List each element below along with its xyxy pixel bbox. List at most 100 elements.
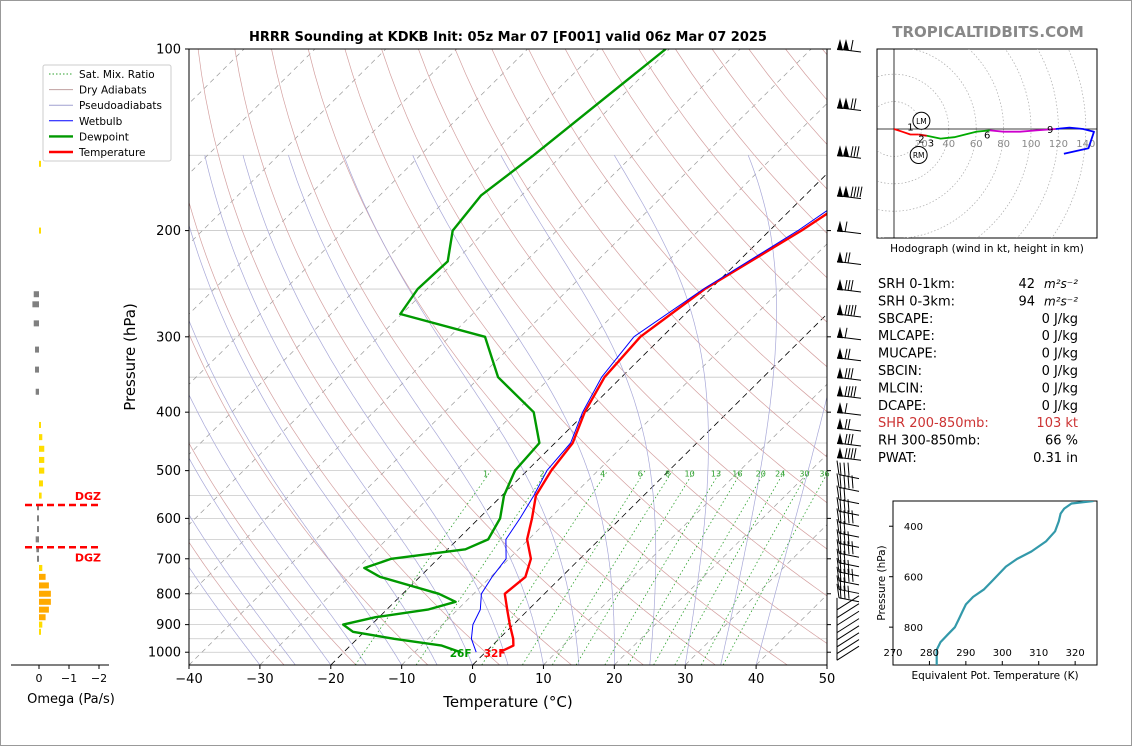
omega-bar xyxy=(39,160,41,167)
barb-feather xyxy=(859,186,863,198)
barb-flag xyxy=(843,185,849,198)
barb-feather xyxy=(850,448,854,459)
mixing-ratio-line xyxy=(674,470,786,665)
stat-value: 0 J/kg xyxy=(1042,329,1078,344)
sounding-stats: SRH 0-1km: 42 m²s⁻² SRH 0-3km: 94 m²s⁻² SBCAPE… xyxy=(878,277,1078,466)
stat-value: 0.31 in xyxy=(1033,451,1078,466)
barb-feather xyxy=(839,577,842,591)
mixing-ratio-label: 2 xyxy=(539,469,544,478)
omega-bar xyxy=(39,434,43,441)
storm-motion-label: LM xyxy=(916,117,927,126)
omega-tick-label: 0 xyxy=(36,672,43,685)
theta-e-x-axis-label: Equivalent Pot. Temperature (K) xyxy=(911,670,1078,682)
barb-feather xyxy=(850,279,854,291)
barb-feather xyxy=(847,386,851,397)
mixing-ratio-labels: 1 2 4 6 8 10 13 16 20 24 30 36 xyxy=(483,469,830,478)
mixing-ratio-line xyxy=(653,470,766,665)
theta-e-x-tick-label: 310 xyxy=(1029,648,1048,659)
barb-shaft xyxy=(838,580,860,586)
barb-feather xyxy=(851,568,854,582)
hodograph-trace xyxy=(926,129,990,140)
dry-adiabat xyxy=(564,49,827,368)
omega-bar xyxy=(39,590,51,597)
mixing-ratio-line xyxy=(722,473,827,665)
stat-value: 0 J/kg xyxy=(1042,364,1078,379)
barb-feather xyxy=(847,448,851,459)
skewt-x-axis-label: Temperature (°C) xyxy=(442,693,572,711)
barb-feather xyxy=(839,475,842,489)
theta-e-y-tick-label: 800 xyxy=(904,623,923,634)
profile-wetbulb xyxy=(470,209,827,653)
barb-shaft xyxy=(836,519,840,534)
wind-barb xyxy=(836,433,862,447)
omega-bar xyxy=(39,467,45,474)
barb-shaft xyxy=(836,603,860,619)
legend-box xyxy=(42,64,172,162)
wind-barb xyxy=(836,97,862,111)
barb-shaft xyxy=(836,485,840,500)
barb-feather xyxy=(844,252,848,264)
omega-bar xyxy=(35,346,39,353)
barb-shaft xyxy=(838,542,860,548)
stat-unit: m²s⁻² xyxy=(1044,294,1078,308)
barb-feather xyxy=(839,487,842,501)
barb-shaft xyxy=(838,597,860,603)
barb-shaft xyxy=(838,552,860,558)
dry-adiabat xyxy=(418,49,827,550)
omega-bar xyxy=(37,504,39,511)
barb-feather xyxy=(847,418,851,430)
barb-feather xyxy=(850,39,854,51)
pseudoadiabat xyxy=(755,395,827,665)
omega-bar xyxy=(37,515,39,522)
skewt-profiles xyxy=(342,49,827,654)
pseudoadiabat xyxy=(189,319,402,665)
mixing-ratio-label: 1 xyxy=(483,469,488,478)
barb-feather xyxy=(847,531,850,545)
barb-flag xyxy=(837,418,843,430)
omega-tick-label: −2 xyxy=(91,672,107,685)
barb-feather xyxy=(844,433,848,445)
omega-tick-label: −1 xyxy=(61,672,77,685)
barb-feather xyxy=(847,541,850,555)
stat-label: MLCIN: xyxy=(878,381,923,396)
wind-barb xyxy=(836,519,860,538)
hodograph-ring-label: 80 xyxy=(997,139,1010,150)
wind-barb xyxy=(836,575,860,594)
barb-feather xyxy=(844,418,848,430)
hodograph-height-label: 1 xyxy=(907,122,913,133)
isotherm-line xyxy=(189,49,599,455)
omega-bar xyxy=(35,366,39,373)
barb-feather xyxy=(843,559,846,574)
stat-unit: m²s⁻² xyxy=(1044,277,1078,291)
y-tick-label: 300 xyxy=(156,330,181,345)
barb-flag xyxy=(837,97,843,109)
barb-shaft xyxy=(836,539,840,554)
omega-bar xyxy=(39,480,43,487)
barb-flag xyxy=(837,39,843,51)
isotherm-line xyxy=(189,49,670,526)
barb-feather xyxy=(853,386,857,397)
storm-motion-marker xyxy=(912,111,931,130)
barb-flag xyxy=(837,304,843,316)
stat-label: MUCAPE: xyxy=(878,347,937,362)
mixing-ratio-line xyxy=(575,470,695,665)
barb-shaft xyxy=(838,474,860,480)
hodograph-plot: 20 40 60 80 100 120 140 12 3 6 9 LM RM xyxy=(877,49,1097,238)
dry-adiabat xyxy=(381,49,827,597)
wind-barb xyxy=(836,251,862,265)
omega-bar xyxy=(39,614,46,621)
barb-shaft xyxy=(838,510,860,516)
dry-adiabat xyxy=(234,49,644,665)
stat-value: 0 J/kg xyxy=(1042,312,1078,327)
dry-adiabat xyxy=(197,49,572,665)
omega-bar xyxy=(39,606,49,613)
barb-feather xyxy=(843,510,846,524)
barb-feather xyxy=(851,541,854,555)
stat-value: 0 J/kg xyxy=(1042,347,1078,362)
pseudoadiabat xyxy=(189,566,261,665)
barb-feather xyxy=(844,221,848,233)
barb-feather xyxy=(843,550,846,564)
stat-label: MLCAPE: xyxy=(878,329,935,344)
barb-flag xyxy=(837,326,843,339)
hodograph-ring-label: 120 xyxy=(1049,139,1068,150)
